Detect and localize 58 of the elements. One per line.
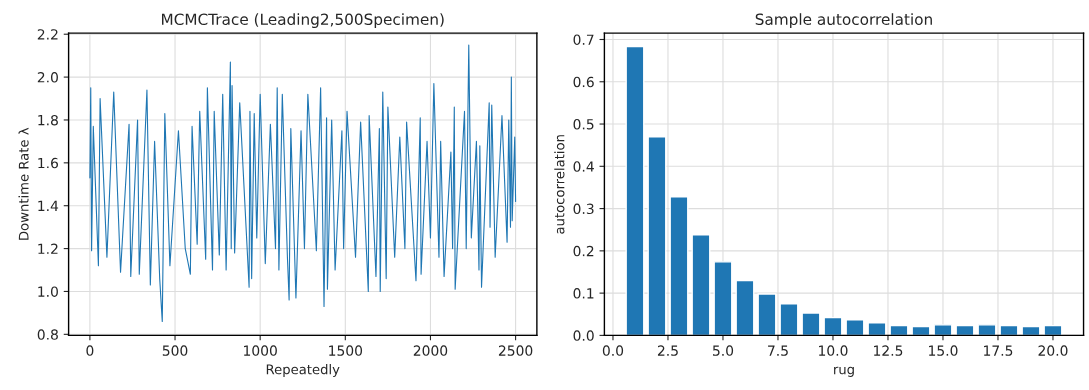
x-tick-label: 15.0 [929, 345, 958, 356]
y-tick-label: 0.5 [573, 119, 594, 130]
bar [911, 325, 931, 336]
bar [1043, 324, 1063, 336]
bar [801, 312, 821, 336]
y-tick-label: 1.0 [38, 286, 58, 297]
y-axis-title: Downtime Rate λ [18, 127, 29, 240]
bar [669, 196, 689, 336]
y-tick-label: 0.1 [573, 288, 594, 299]
y-tick-label: 0.0 [573, 330, 594, 341]
x-tick-label: 2000 [413, 345, 448, 356]
x-tick-label: 1500 [329, 345, 363, 356]
bar [757, 293, 777, 336]
y-tick-label: 0.8 [37, 329, 58, 340]
x-tick-label: 500 [162, 345, 188, 356]
chart-title: MCMCTrace (Leading2,500Specimen) [162, 13, 444, 28]
y-axis-title: autocorrelation [554, 135, 565, 234]
bar [999, 324, 1019, 336]
y-tick-label: 1.6 [38, 157, 59, 169]
x-tick-label: 10.0 [819, 345, 848, 356]
x-tick-label: 2.5 [657, 345, 678, 356]
line-series [89, 44, 517, 323]
bar [625, 45, 645, 336]
bar [735, 279, 755, 336]
bar [779, 303, 799, 336]
bar [823, 316, 843, 336]
x-tick-label: 17.5 [984, 345, 1013, 356]
y-tick-label: 1.2 [38, 243, 58, 254]
x-axis-title: rug [834, 366, 854, 377]
chart-title: Sample autocorrelation [755, 13, 932, 28]
y-tick-label: 1.4 [38, 200, 59, 211]
x-axis-title: Repeatedly [266, 364, 340, 377]
x-tick-label: 2500 [498, 345, 533, 356]
bar [955, 324, 975, 336]
bar [1021, 325, 1041, 336]
x-tick-label: 20.0 [1038, 345, 1068, 356]
y-tick-label: 1.8 [38, 114, 58, 126]
bar [867, 322, 887, 336]
bar [933, 324, 953, 336]
y-tick-label: 0.6 [573, 76, 594, 88]
y-tick-label: 2.0 [37, 72, 58, 83]
x-tick-label: 12.5 [874, 345, 903, 356]
bar [691, 234, 711, 336]
bar [977, 324, 997, 336]
x-tick-label: 1000 [244, 345, 277, 356]
bar [647, 136, 667, 336]
bar [713, 261, 733, 336]
x-tick-label: 5.0 [713, 345, 734, 356]
y-tick-label: 0.3 [573, 203, 594, 215]
bar [889, 324, 909, 336]
y-tick-label: 0.7 [573, 34, 594, 45]
y-tick-label: 0.4 [573, 161, 594, 172]
y-tick-label: 0.2 [573, 245, 594, 257]
x-tick-label: 7.5 [768, 345, 788, 356]
x-tick-label: 0 [86, 345, 94, 356]
x-tick-label: 0.0 [602, 345, 624, 356]
y-tick-label: 2.2 [37, 29, 58, 40]
bar [845, 319, 865, 336]
